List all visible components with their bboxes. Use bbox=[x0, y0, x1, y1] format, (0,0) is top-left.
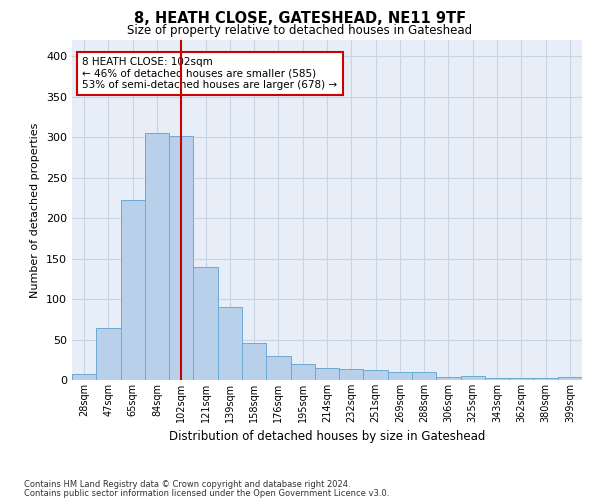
Text: Contains public sector information licensed under the Open Government Licence v3: Contains public sector information licen… bbox=[24, 488, 389, 498]
Bar bbox=[485, 378, 509, 380]
Bar bbox=[96, 328, 121, 380]
Text: 8, HEATH CLOSE, GATESHEAD, NE11 9TF: 8, HEATH CLOSE, GATESHEAD, NE11 9TF bbox=[134, 11, 466, 26]
Text: Contains HM Land Registry data © Crown copyright and database right 2024.: Contains HM Land Registry data © Crown c… bbox=[24, 480, 350, 489]
Bar bbox=[388, 372, 412, 380]
Bar bbox=[339, 368, 364, 380]
Bar bbox=[412, 372, 436, 380]
Bar bbox=[364, 370, 388, 380]
Bar bbox=[558, 377, 582, 380]
Bar bbox=[193, 266, 218, 380]
Bar bbox=[72, 374, 96, 380]
Bar bbox=[533, 378, 558, 380]
Bar bbox=[145, 133, 169, 380]
Bar bbox=[315, 368, 339, 380]
Bar bbox=[436, 377, 461, 380]
Bar bbox=[169, 136, 193, 380]
Bar bbox=[461, 376, 485, 380]
Bar bbox=[121, 200, 145, 380]
Bar bbox=[266, 356, 290, 380]
Y-axis label: Number of detached properties: Number of detached properties bbox=[31, 122, 40, 298]
Text: 8 HEATH CLOSE: 102sqm
← 46% of detached houses are smaller (585)
53% of semi-det: 8 HEATH CLOSE: 102sqm ← 46% of detached … bbox=[82, 57, 337, 90]
Bar bbox=[509, 378, 533, 380]
X-axis label: Distribution of detached houses by size in Gateshead: Distribution of detached houses by size … bbox=[169, 430, 485, 444]
Text: Size of property relative to detached houses in Gateshead: Size of property relative to detached ho… bbox=[127, 24, 473, 37]
Bar bbox=[242, 343, 266, 380]
Bar bbox=[218, 307, 242, 380]
Bar bbox=[290, 364, 315, 380]
